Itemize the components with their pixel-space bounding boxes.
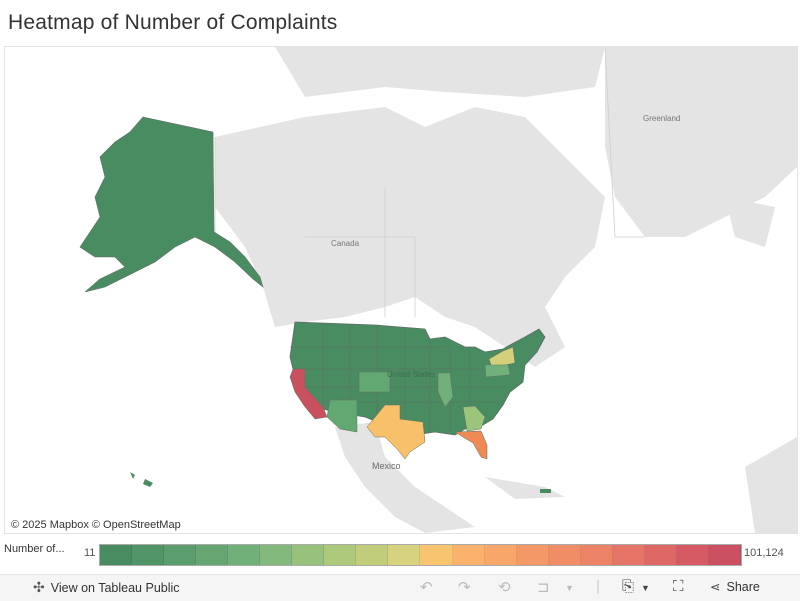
download-dropdown-icon[interactable]: ▼ [641,583,650,593]
legend-swatch [452,545,485,565]
legend-swatch [164,545,197,565]
color-legend: Number of... 11 101,124 [4,541,796,567]
legend-swatch [388,545,421,565]
legend-swatch [356,545,389,565]
legend-title: Number of... [4,543,65,555]
legend-min: 11 [84,547,96,559]
legend-swatch [292,545,325,565]
refresh-icon[interactable]: ⊐ [537,579,550,596]
legend-swatch [260,545,293,565]
legend-swatch [516,545,549,565]
undo-icon[interactable]: ↶ [420,579,433,596]
region-texas[interactable] [366,404,426,460]
tableau-toolbar: ✣ View on Tableau Public ↶ ↷ ⟲ ⊐ ▼ | ⎘ ▼… [0,574,800,601]
tableau-logo-icon: ✣ [33,579,45,595]
fullscreen-icon[interactable]: ⛶ [673,578,684,595]
region-california[interactable] [289,368,328,420]
legend-swatch [324,545,357,565]
legend-swatch [548,545,581,565]
map-canvas[interactable]: Greenland Canada United States Mexico [5,47,797,533]
legend-swatch [708,545,741,565]
legend-swatch [132,545,165,565]
view-on-tableau-button[interactable]: ✣ View on Tableau Public [33,579,180,596]
region-florida[interactable] [454,430,488,460]
legend-color-ramp [99,544,742,566]
label-canada: Canada [331,239,360,248]
legend-swatch [644,545,677,565]
legend-swatch [420,545,453,565]
view-on-tableau-label: View on Tableau Public [50,580,180,595]
legend-swatch [580,545,613,565]
map-view[interactable]: Greenland Canada United States Mexico © … [4,46,798,534]
share-icon: ⋖ [710,580,721,594]
legend-swatch [228,545,261,565]
region-georgia[interactable] [462,405,486,432]
region-alaska[interactable] [79,116,264,293]
revert-icon[interactable]: ⟲ [498,579,511,596]
download-icon[interactable]: ⎘ [622,578,635,595]
redo-icon[interactable]: ↷ [458,579,471,596]
basemap-land [215,47,797,533]
legend-swatch [484,545,517,565]
region-arizona[interactable] [326,399,358,433]
label-greenland: Greenland [643,114,680,123]
region-new-york[interactable] [488,346,516,366]
region-illinois[interactable] [437,372,454,408]
share-label: Share [726,579,760,594]
refresh-dropdown-icon[interactable]: ▼ [565,583,574,593]
region-puerto-rico[interactable] [540,489,551,493]
legend-swatch [100,545,133,565]
map-attribution[interactable]: © 2025 Mapbox © OpenStreetMap [9,519,183,531]
legend-swatch [612,545,645,565]
page-title: Heatmap of Number of Complaints [8,11,338,34]
state-borders [290,324,505,432]
label-united-states: United States [387,370,435,379]
share-button[interactable]: ⋖ Share [710,579,760,595]
region-hawaii[interactable] [130,472,153,487]
basemap-borders [214,47,645,317]
label-mexico: Mexico [372,461,401,471]
region-colorado[interactable] [358,371,391,393]
legend-max: 101,124 [744,547,784,559]
toolbar-divider: | [596,578,600,595]
legend-swatch [196,545,229,565]
legend-swatch [676,545,709,565]
